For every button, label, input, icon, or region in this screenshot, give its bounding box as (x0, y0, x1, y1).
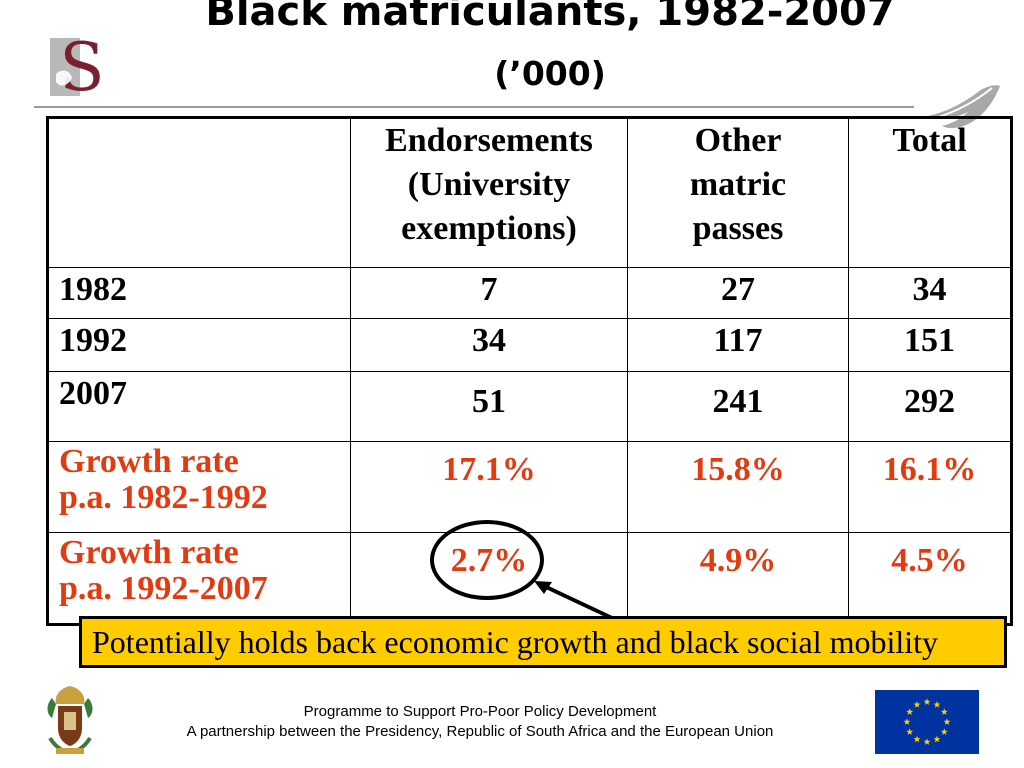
highlight-circle (430, 520, 544, 600)
header-line: Endorsements (385, 122, 593, 159)
header-line: matric (689, 166, 787, 203)
growth-total: 4.5% (848, 532, 1012, 625)
cell-endorsements: 7 (350, 267, 628, 319)
table-row: 1982 7 27 34 (47, 267, 1012, 319)
growth-label-line: Growth rate (59, 534, 239, 571)
eu-flag-icon (875, 690, 979, 754)
svg-text:S: S (59, 30, 104, 104)
cell-total: 34 (848, 267, 1012, 319)
eu-star-icon (943, 718, 951, 725)
cell-other-passes: 241 (627, 371, 849, 442)
eu-star-icon (906, 728, 914, 735)
growth-row: Growth rate p.a. 1982-1992 17.1% 15.8% 1… (47, 441, 1012, 533)
header-line: Total (892, 122, 967, 159)
eu-star-icon (940, 728, 948, 735)
callout-box: Potentially holds back economic growth a… (79, 616, 1007, 668)
growth-label-line: Growth rate (59, 443, 239, 480)
cell-endorsements: 51 (350, 371, 628, 442)
header-endorsements: Endorsements (University exemptions) (350, 117, 628, 268)
slide-subtitle: (’000) (494, 54, 606, 93)
table-header-row: Endorsements (University exemptions) Oth… (47, 117, 1012, 268)
header-line: (University (407, 166, 571, 203)
eu-star-icon (933, 735, 941, 743)
cell-other-passes: 117 (627, 318, 849, 372)
table-row: 2007 51 241 292 (47, 371, 1012, 442)
slide-title: Black matriculants, 1982-2007 (205, 0, 895, 35)
cell-total: 151 (848, 318, 1012, 372)
header-total: Total (848, 117, 1012, 268)
eu-star-icon (933, 701, 941, 708)
footer-partnership: A partnership between the Presidency, Re… (186, 723, 774, 740)
header-other-passes: Other matric passes (627, 117, 849, 268)
header-line: passes (692, 210, 784, 247)
footer-programme: Programme to Support Pro-Poor Policy Dev… (303, 703, 657, 720)
row-label: 2007 (47, 371, 351, 442)
row-label: 1982 (47, 267, 351, 319)
header-line: Other (694, 122, 782, 159)
row-label: 1992 (47, 318, 351, 372)
eu-star-icon (903, 718, 911, 725)
cell-other-passes: 27 (627, 267, 849, 319)
growth-label: Growth rate p.a. 1982-1992 (47, 441, 351, 533)
eu-star-icon (913, 701, 921, 708)
growth-label-line: p.a. 1992-2007 (59, 570, 268, 607)
eu-star-icon (923, 738, 931, 745)
stellenbosch-logo-icon: S (50, 30, 110, 104)
growth-other-passes: 4.9% (627, 532, 849, 625)
eu-star-icon (913, 735, 921, 743)
cell-endorsements: 34 (350, 318, 628, 372)
header-line: exemptions) (401, 210, 577, 247)
growth-label-line: p.a. 1982-1992 (59, 479, 268, 516)
eu-star-icon (940, 708, 948, 715)
growth-endorsements: 17.1% (350, 441, 628, 533)
growth-label: Growth rate p.a. 1992-2007 (47, 532, 351, 625)
callout-arrow (534, 581, 613, 620)
table-row: 1992 34 117 151 (47, 318, 1012, 372)
header-divider (34, 106, 914, 108)
growth-other-passes: 15.8% (627, 441, 849, 533)
cell-total: 292 (848, 371, 1012, 442)
eu-star-icon (923, 698, 931, 705)
header-empty-cell (47, 117, 351, 268)
coat-of-arms-icon (47, 686, 93, 755)
eu-star-icon (906, 708, 914, 715)
growth-total: 16.1% (848, 441, 1012, 533)
